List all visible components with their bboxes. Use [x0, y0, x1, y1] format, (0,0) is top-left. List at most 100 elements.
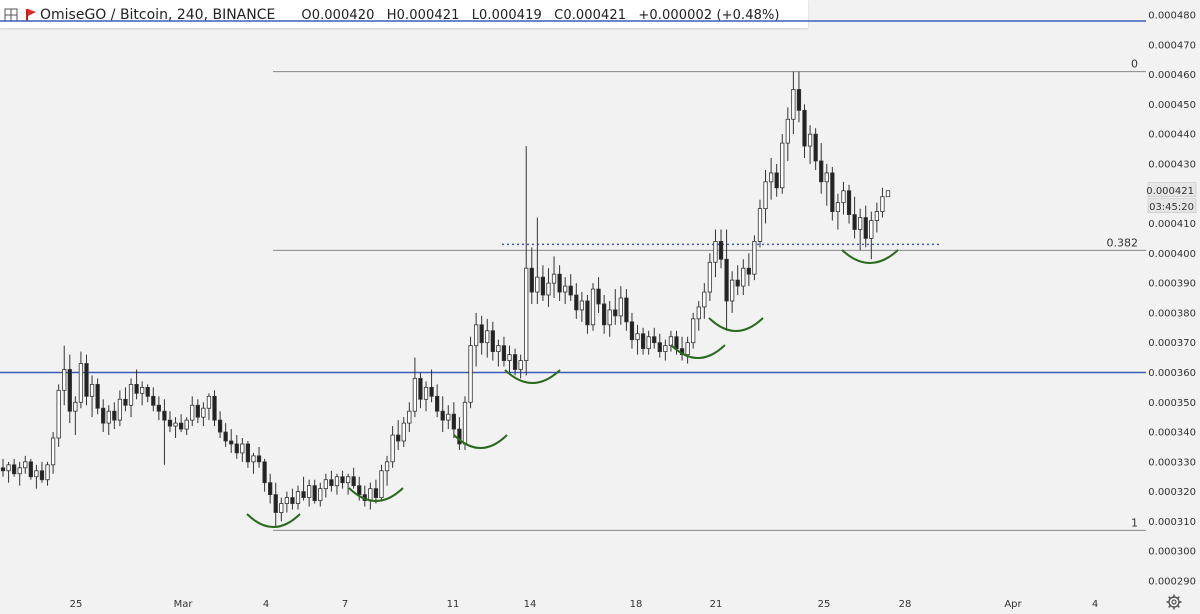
candle-body[interactable]	[724, 258, 729, 302]
candle-body[interactable]	[178, 422, 184, 430]
candle-body[interactable]	[507, 354, 512, 361]
candle-body[interactable]	[540, 276, 546, 296]
candle-body[interactable]	[473, 324, 479, 347]
candle-body[interactable]	[501, 345, 507, 361]
candle-body[interactable]	[618, 297, 623, 317]
candle-body[interactable]	[56, 389, 61, 439]
candle-body[interactable]	[357, 485, 362, 496]
candle-body[interactable]	[12, 464, 17, 475]
candle-body[interactable]	[73, 401, 78, 412]
cup-arc-annotation[interactable]	[453, 434, 508, 449]
candle-body[interactable]	[824, 172, 829, 183]
candle-body[interactable]	[290, 497, 295, 504]
candle-body[interactable]	[490, 330, 495, 353]
candle-body[interactable]	[863, 217, 868, 239]
candle-body[interactable]	[852, 214, 857, 230]
candle-body[interactable]	[334, 476, 340, 487]
candle-body[interactable]	[869, 220, 874, 239]
time-axis[interactable]	[0, 592, 1200, 614]
candle-body[interactable]	[846, 190, 852, 215]
candle-body[interactable]	[479, 324, 484, 344]
candle-body[interactable]	[796, 89, 802, 111]
candle-body[interactable]	[34, 470, 39, 478]
candle-body[interactable]	[0, 467, 6, 472]
candle-body[interactable]	[268, 482, 273, 496]
candle-body[interactable]	[585, 300, 590, 326]
candle-body[interactable]	[535, 276, 540, 293]
candle-body[interactable]	[646, 336, 651, 350]
candle-body[interactable]	[301, 491, 306, 498]
candle-body[interactable]	[307, 485, 312, 498]
candle-body[interactable]	[524, 267, 529, 361]
candle-body[interactable]	[468, 345, 473, 403]
candle-body[interactable]	[329, 479, 334, 487]
candle-body[interactable]	[106, 410, 111, 424]
candle-body[interactable]	[17, 467, 22, 475]
candle-body[interactable]	[685, 342, 690, 355]
candle-body[interactable]	[128, 383, 134, 406]
candle-body[interactable]	[418, 378, 423, 400]
candle-body[interactable]	[657, 342, 662, 353]
cup-arc-annotation[interactable]	[708, 317, 764, 332]
candle-body[interactable]	[613, 309, 618, 317]
candle-body[interactable]	[167, 419, 173, 427]
candle-body[interactable]	[713, 240, 718, 263]
candle-body[interactable]	[791, 89, 796, 120]
candle-body[interactable]	[496, 345, 501, 353]
candle-body[interactable]	[95, 383, 100, 409]
candle-body[interactable]	[273, 494, 278, 513]
candle-body[interactable]	[874, 211, 879, 221]
candle-body[interactable]	[340, 476, 345, 484]
candle-body[interactable]	[23, 461, 28, 469]
cup-arc-annotation[interactable]	[246, 513, 301, 528]
candle-body[interactable]	[629, 321, 635, 341]
candle-body[interactable]	[440, 410, 445, 421]
candle-body[interactable]	[785, 118, 790, 144]
candle-body[interactable]	[462, 401, 468, 445]
candle-body[interactable]	[780, 142, 785, 189]
candle-body[interactable]	[451, 413, 456, 430]
candle-body[interactable]	[752, 240, 757, 275]
candle-body[interactable]	[101, 407, 106, 424]
candle-body[interactable]	[512, 354, 518, 370]
candle-body[interactable]	[802, 109, 807, 147]
candle-body[interactable]	[112, 410, 117, 421]
candle-body[interactable]	[396, 434, 401, 442]
candle-body[interactable]	[518, 360, 523, 370]
candle-body[interactable]	[407, 410, 412, 424]
candle-body[interactable]	[735, 279, 740, 287]
candle-body[interactable]	[579, 300, 584, 311]
candle-body[interactable]	[401, 422, 406, 442]
candle-body[interactable]	[485, 330, 490, 344]
candle-body[interactable]	[429, 386, 434, 397]
candle-body[interactable]	[67, 369, 72, 412]
candle-body[interactable]	[373, 488, 379, 498]
candle-body[interactable]	[707, 261, 713, 293]
candle-body[interactable]	[858, 217, 863, 230]
candle-body[interactable]	[240, 443, 245, 454]
candle-body[interactable]	[379, 470, 384, 498]
candle-body[interactable]	[62, 369, 67, 391]
candle-body[interactable]	[6, 464, 11, 472]
candle-body[interactable]	[117, 398, 123, 421]
candle-body[interactable]	[351, 476, 356, 487]
candle-body[interactable]	[390, 434, 395, 463]
candle-body[interactable]	[262, 461, 267, 484]
candle-body[interactable]	[318, 488, 323, 501]
candle-body[interactable]	[652, 336, 657, 344]
candle-body[interactable]	[251, 455, 256, 463]
candle-body[interactable]	[173, 422, 178, 427]
candle-body[interactable]	[28, 461, 33, 478]
cup-arc-annotation[interactable]	[504, 369, 561, 384]
candle-body[interactable]	[435, 395, 440, 412]
candle-body[interactable]	[195, 404, 200, 418]
candle-body[interactable]	[590, 288, 596, 326]
candle-body[interactable]	[234, 443, 239, 454]
candle-body[interactable]	[691, 318, 696, 344]
candle-body[interactable]	[345, 476, 351, 484]
candle-body[interactable]	[446, 413, 451, 421]
candle-body[interactable]	[78, 363, 84, 403]
candle-body[interactable]	[546, 282, 551, 296]
candle-body[interactable]	[696, 306, 701, 320]
gear-icon[interactable]	[1166, 594, 1182, 610]
